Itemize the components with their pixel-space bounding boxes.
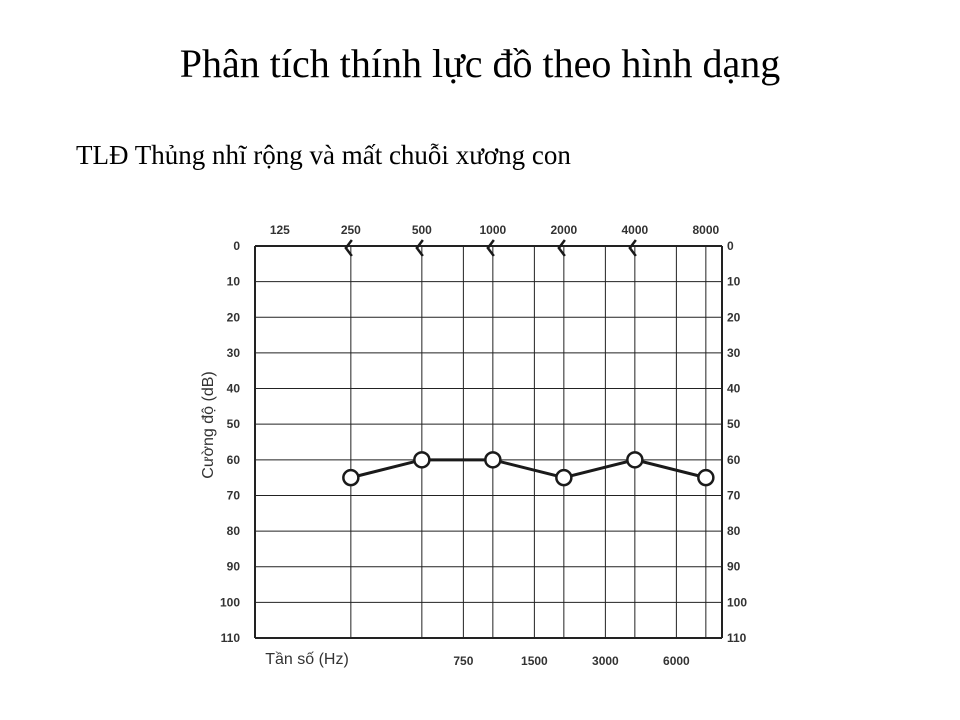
x-tick-label-top: 250 [341,223,361,237]
x-tick-label-bottom: 750 [453,654,473,668]
y-tick-label-left: 100 [220,595,240,609]
x-tick-label-top: 125 [270,223,290,237]
y-tick-label-left: 60 [227,453,241,467]
y-tick-label-right: 20 [727,310,741,324]
air-conduction-marker [342,468,360,487]
slide-subtitle: TLĐ Thủng nhĩ rộng và mất chuỗi xương co… [76,140,571,170]
y-tick-label-right: 60 [727,453,741,467]
y-tick-label-right: 30 [727,346,741,360]
y-tick-label-right: 0 [727,239,734,253]
y-tick-label-left: 10 [227,275,241,289]
air-conduction-marker [626,451,644,469]
y-tick-label-left: 20 [227,310,241,324]
air-conduction-marker [555,468,573,487]
y-tick-label-left: 110 [221,631,241,645]
bone-conduction-marker [486,239,495,257]
y-tick-label-left: 0 [233,239,240,253]
y-tick-label-left: 40 [227,382,241,396]
slide-title: Phân tích thính lực đồ theo hình dạng [179,41,781,86]
y-tick-label-left: 30 [227,346,241,360]
y-tick-label-left: 80 [227,524,241,538]
bone-conduction-marker [415,239,424,257]
x-tick-label-top: 500 [412,223,432,237]
air-conduction-marker [484,451,502,469]
x-axis-label: Tần số (Hz) [265,651,349,668]
y-tick-label-left: 50 [227,417,241,431]
x-tick-label-top: 8000 [692,223,719,237]
y-tick-label-left: 70 [227,488,241,502]
air-conduction-line [350,458,707,480]
bone-conduction-marker [344,239,353,257]
y-tick-label-right: 110 [727,631,747,645]
x-tick-label-top: 1000 [479,223,506,237]
y-tick-label-left: 90 [227,560,241,574]
y-tick-label-right: 40 [727,382,741,396]
x-tick-label-bottom: 6000 [663,654,690,668]
bone-conduction-marker [628,239,637,257]
y-tick-label-right: 90 [727,560,741,574]
x-tick-label-bottom: 3000 [592,654,619,668]
y-tick-label-right: 100 [727,595,747,609]
x-tick-label-top: 4000 [621,223,648,237]
y-tick-label-right: 50 [727,417,741,431]
y-axis-label: Cường độ (dB) [200,371,217,478]
air-conduction-marker [413,451,431,469]
y-tick-label-right: 10 [727,275,741,289]
y-tick-label-right: 80 [727,524,741,538]
x-tick-label-top: 2000 [550,223,577,237]
x-tick-label-bottom: 1500 [521,654,548,668]
y-tick-label-right: 70 [727,488,741,502]
bone-conduction-marker [557,239,566,257]
air-conduction-marker [697,468,715,487]
